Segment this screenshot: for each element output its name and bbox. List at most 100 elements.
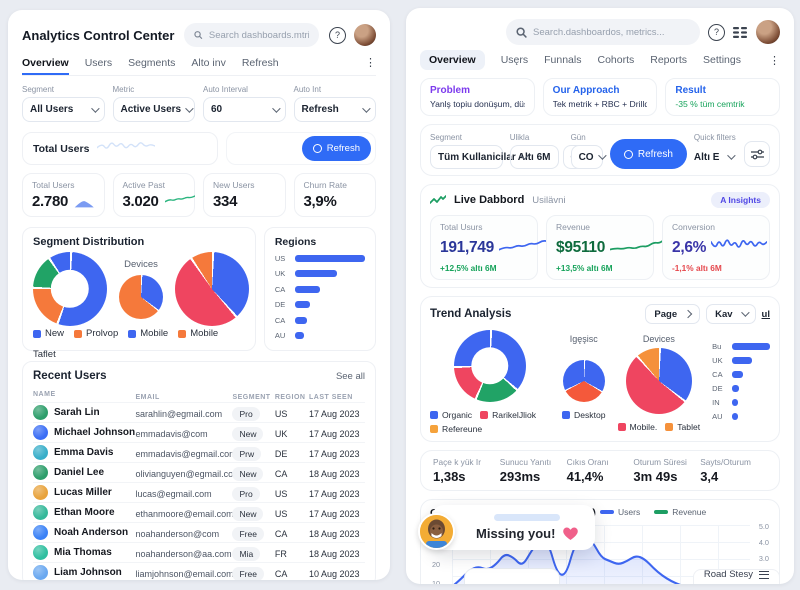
- live-dashboard-title: Live Dabbord: [454, 194, 525, 206]
- refresh-button[interactable]: Refresh: [301, 136, 371, 161]
- filter-select[interactable]: Refresh: [293, 97, 376, 122]
- notification-toast[interactable]: Missing you!: [418, 505, 596, 550]
- right-panel: Search.dashboardos, metrics... ? Overvie…: [406, 8, 794, 584]
- table-row[interactable]: Emma Davis emmadavis@egmail.com Prw DE 17 Au…: [33, 442, 365, 462]
- column-header: LAST SEEN: [308, 393, 353, 401]
- table-row[interactable]: Noah Anderson noahanderson@com Free CA 18 Au…: [33, 522, 365, 542]
- stat-oturum-s-resi: Oturum Süresi 3m 49s: [633, 457, 700, 484]
- bar-label: DE: [274, 300, 286, 310]
- quick-filters-select[interactable]: Altı E: [694, 145, 737, 169]
- see-all-link[interactable]: See all: [335, 370, 365, 382]
- tab-segments[interactable]: Segments: [128, 56, 176, 69]
- table-row[interactable]: Daniel Lee olivianguyen@egmail.co New CA 18 …: [33, 462, 365, 482]
- kebab-menu-button[interactable]: ⋮: [769, 54, 780, 67]
- row-avatar: [33, 485, 48, 500]
- summary-card-problem: Problem Yanlş topiu donüşum, düşük metrik: [420, 78, 535, 116]
- search-input[interactable]: Search dashboards.mtrics...: [184, 23, 319, 47]
- refresh-button[interactable]: Refresh: [609, 139, 687, 169]
- legend-swatch: [430, 425, 438, 433]
- filter-select[interactable]: 60: [203, 97, 286, 122]
- filter-value: 60: [211, 104, 223, 115]
- page-button[interactable]: Page: [645, 304, 701, 324]
- tab-funnals[interactable]: Funnals: [544, 54, 582, 66]
- segment-select[interactable]: Tüm Kullanicilar: [430, 145, 529, 169]
- user-avatar[interactable]: [354, 24, 376, 46]
- legend-label: Mobile: [190, 328, 219, 339]
- kav-dropdown[interactable]: Kav: [706, 304, 756, 324]
- table-row[interactable]: Ethan Moore ethanmoore@email.com New US 17 A…: [33, 502, 365, 522]
- table-row[interactable]: Michael Johnson emmadavis@com New UK 17 Aug …: [33, 422, 365, 442]
- toast-skeleton-bar: [494, 514, 560, 521]
- segment-badge: New: [232, 506, 264, 521]
- live-kpi-revenue: Revenue $95110 +13,5% altı 6M: [546, 215, 667, 280]
- refresh-card: Refresh: [226, 132, 376, 165]
- tab-refresh[interactable]: Refresh: [241, 56, 279, 69]
- cutoff-card: [464, 568, 560, 584]
- left-tabs: Overview Users Segments Alto inv Refresh ⋮: [22, 50, 376, 76]
- table-row[interactable]: Mia Thomas noahanderson@aa.com Mia FR 18 Aug…: [33, 542, 365, 562]
- tab-usęrs[interactable]: Usęrs: [500, 54, 529, 66]
- kpi-label: Churn Rate: [303, 180, 347, 190]
- help-button[interactable]: ?: [329, 26, 346, 44]
- bar-track: [294, 255, 365, 262]
- y-axis-right-label: 3.0: [758, 554, 769, 563]
- gun-select[interactable]: CO: [570, 145, 607, 169]
- summary-card-title: Our Approach: [552, 85, 620, 96]
- tab-users[interactable]: Users: [84, 56, 113, 69]
- legend-item: Tablet: [665, 422, 700, 432]
- filter-group-segment: Segment All Users: [22, 85, 105, 122]
- legend-swatch: [128, 329, 137, 338]
- bar-track: [732, 357, 770, 364]
- user-email: emmadavis@com: [135, 428, 208, 439]
- legend-swatch: [600, 510, 614, 514]
- total-users-label: Total Users: [33, 142, 90, 155]
- kpi-card-active-past: Active Past 3.020: [112, 173, 196, 217]
- ul-link[interactable]: ul: [761, 308, 770, 320]
- live-dashboard-subtitle: Usilävni: [532, 194, 566, 206]
- stat-label: Paçe k yük Ir: [433, 457, 481, 467]
- filter-sliders-button[interactable]: [744, 141, 770, 167]
- kebab-menu-button[interactable]: ⋮: [365, 57, 376, 69]
- total-users-card: Total Users: [22, 132, 219, 165]
- user-name: Mia Thomas: [54, 547, 112, 558]
- tab-reports[interactable]: Reports: [650, 54, 688, 66]
- segment-donut-chart: [33, 252, 107, 326]
- user-last-seen: 10 Aug 2023: [308, 568, 360, 579]
- ulikla-field[interactable]: Altı 6M: [509, 145, 559, 169]
- segment-badge: New: [232, 426, 264, 441]
- filter-select[interactable]: All Users: [22, 97, 105, 122]
- grid-menu-button[interactable]: [733, 26, 748, 39]
- tab-cohorts[interactable]: Cohorts: [597, 54, 635, 66]
- user-avatar[interactable]: [756, 20, 780, 44]
- table-row[interactable]: Sarah Lin sarahlin@egmail.com Pro US 17 Aug …: [33, 402, 365, 422]
- filter-label: Auto Int: [293, 85, 322, 94]
- user-last-seen: 18 Aug 2023: [308, 528, 360, 539]
- tab-overview[interactable]: Overview: [22, 50, 69, 75]
- table-row[interactable]: Lucas Miller lucas@egmail.com Pro US 17 Aug …: [33, 482, 365, 502]
- donut-hole: [471, 347, 509, 385]
- search-input-right[interactable]: Search.dashboardos, metrics...: [506, 19, 700, 45]
- tab-alto-inv[interactable]: Alto inv: [191, 56, 226, 69]
- tab-overview[interactable]: Overview: [420, 50, 485, 70]
- footer-link[interactable]: Road Stesy: [692, 569, 780, 584]
- legend-swatch: [178, 329, 187, 338]
- kpi-label: New Users: [213, 180, 255, 190]
- table-row[interactable]: Liam Johnson liamjohnson@email.com Free CA 1…: [33, 562, 365, 580]
- filter-value: Refresh: [301, 104, 339, 115]
- ai-insights-chip[interactable]: A Insights: [711, 192, 770, 208]
- user-email: emmadavis@egmail.com: [135, 448, 237, 459]
- chevron-down-icon: [271, 103, 281, 113]
- bar-row: UK: [712, 356, 770, 365]
- legend-label: RarikelJliok: [492, 410, 537, 420]
- bar-track: [294, 270, 365, 278]
- chevron-down-icon: [597, 151, 607, 160]
- row-avatar: [33, 405, 48, 420]
- stats-row: Paçe k yük Ir 1,38s Sunucu Yanıtı 293ms Cıkı…: [420, 450, 780, 491]
- tab-settings[interactable]: Settings: [703, 54, 741, 66]
- help-button[interactable]: ?: [708, 23, 725, 41]
- y-axis-left-label: 10: [432, 579, 441, 584]
- kpi-number: 2.780: [32, 193, 69, 210]
- live-chart-icon: [430, 195, 446, 204]
- trend-bar-chart: Bu UK CA DE IN AU: [712, 330, 770, 421]
- filter-select[interactable]: Active Users: [112, 97, 195, 122]
